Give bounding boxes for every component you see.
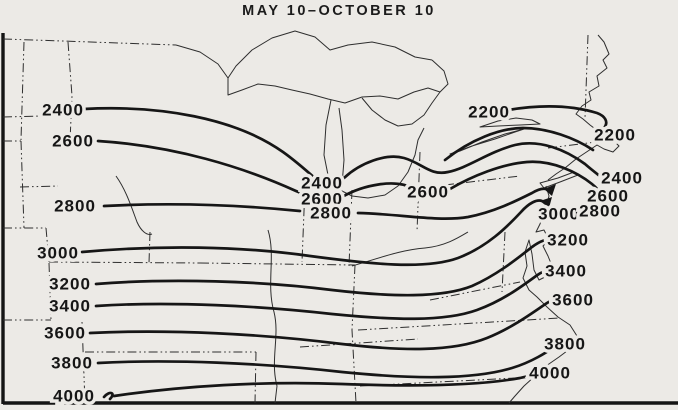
state-boundary <box>444 175 521 186</box>
state-boundary <box>20 140 25 229</box>
state-boundary <box>81 321 86 404</box>
contour-label-3400: 3400 <box>49 296 91 315</box>
contour-label-2600: 2600 <box>587 186 629 205</box>
contour-label-2800: 2800 <box>310 203 352 222</box>
atlantic-coast-north <box>547 34 620 181</box>
lake-erie-outline <box>449 128 525 155</box>
state-boundary <box>20 41 25 141</box>
contour-3400 <box>94 268 555 321</box>
contour-label-3200: 3200 <box>547 230 589 249</box>
state-boundary <box>301 185 306 263</box>
contour-label-3000: 3000 <box>538 204 580 223</box>
upper-mississippi-border <box>115 175 153 235</box>
state-boundary <box>584 34 589 119</box>
state-boundary <box>199 262 356 266</box>
state-boundary <box>501 231 506 293</box>
state-boundary <box>48 261 201 264</box>
contour-2400-west <box>82 106 319 182</box>
contour-label-3000: 3000 <box>37 243 79 262</box>
contour-label-2800: 2800 <box>579 201 621 220</box>
contour-label-2800: 2800 <box>54 196 96 215</box>
state-boundary <box>348 189 353 267</box>
state-boundary <box>67 41 73 142</box>
contour-2200-upper <box>506 105 608 130</box>
contour-2600-east <box>448 160 604 198</box>
state-boundary <box>429 281 521 301</box>
contour-3800 <box>96 344 558 379</box>
lake-superior-south-shore <box>227 59 449 104</box>
contour-label-4000: 4000 <box>529 363 571 382</box>
contour-label-4000: 4000 <box>53 386 95 405</box>
contour-label-2200: 2200 <box>468 102 510 121</box>
contour-label-2400: 2400 <box>301 173 343 192</box>
lake-ontario-outline <box>479 117 541 128</box>
contour-4000 <box>102 372 542 401</box>
lake-superior-north-shore <box>175 30 433 79</box>
state-boundary <box>299 338 419 348</box>
state-boundary <box>357 317 561 331</box>
state-boundary <box>351 264 357 404</box>
contour-label-3800: 3800 <box>51 353 93 372</box>
contour-2600-middle <box>340 182 416 199</box>
contour-2600-west <box>96 139 316 200</box>
state-boundary <box>2 115 43 118</box>
lake-michigan-outline <box>323 99 345 193</box>
contour-label-2600: 2600 <box>52 131 94 150</box>
contour-lines <box>80 105 608 401</box>
contour-3000 <box>80 199 544 267</box>
state-boundary <box>45 227 50 263</box>
contour-label-2600: 2600 <box>301 189 343 208</box>
state-boundary <box>148 231 151 264</box>
state-boundary <box>2 38 177 46</box>
ohio-river <box>351 231 469 267</box>
contour-label-3600: 3600 <box>552 290 594 309</box>
arrowhead-3000 <box>540 197 552 208</box>
map-title: MAY 10–OCTOBER 10 <box>242 3 436 19</box>
contour-label-2600: 2600 <box>407 182 449 201</box>
map-borders <box>1 33 678 405</box>
contour-labels: 2400260028003000320034003600380040002400… <box>34 97 646 409</box>
state-boundaries <box>2 34 597 404</box>
contour-label-3400: 3400 <box>545 261 587 280</box>
contour-label-3800: 3800 <box>544 334 586 353</box>
lower-michigan-outline <box>339 127 425 199</box>
contour-label-2200: 2200 <box>594 125 636 144</box>
arrowhead-2800 <box>544 184 556 196</box>
mississippi-river <box>267 229 278 404</box>
state-boundary <box>19 185 59 188</box>
contour-3200 <box>94 238 555 297</box>
contour-2200-lower <box>443 126 595 162</box>
contour-label-2400: 2400 <box>601 168 643 187</box>
contour-2800-west <box>102 203 302 213</box>
contour-label-3200: 3200 <box>49 274 91 293</box>
contour-2800-east <box>356 187 548 220</box>
contour-2400-east <box>342 142 608 183</box>
contour-label-2400: 2400 <box>42 100 84 119</box>
contour-3600 <box>88 298 558 351</box>
long-island-outline <box>539 171 579 189</box>
state-boundary <box>48 262 52 321</box>
state-boundary <box>254 351 257 404</box>
lake-huron-outline <box>361 91 441 127</box>
contour-label-3600: 3600 <box>44 323 86 342</box>
